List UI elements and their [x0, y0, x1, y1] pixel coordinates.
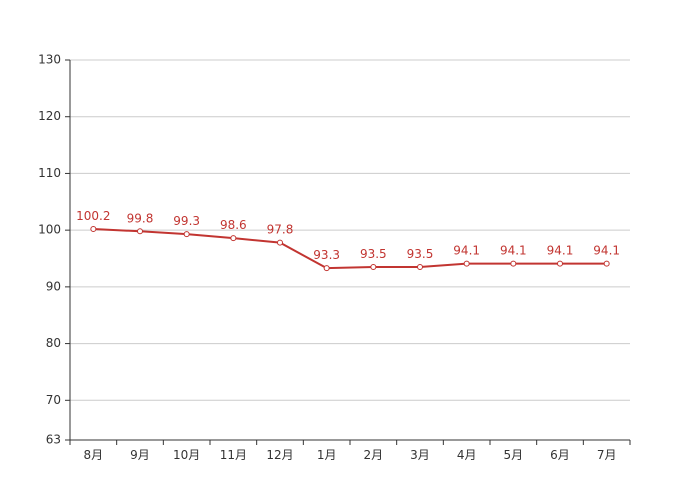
data-point — [137, 228, 143, 235]
y-tick-label: 100 — [38, 223, 61, 237]
data-label: 94.1 — [593, 244, 620, 258]
axes: 63 70 80 90 100 110 120 130 8月 9月 10月 11月 12月 1月 2月 3月 4… — [38, 53, 631, 462]
data-label: 93.5 — [360, 247, 387, 261]
data-point — [557, 260, 563, 267]
data-label: 99.3 — [173, 214, 200, 228]
data-label: 94.1 — [547, 244, 574, 258]
data-labels: 100.2 99.8 99.3 98.6 97.8 93.3 93.5 93.5 94.1 94.… — [76, 209, 620, 262]
x-tick-label: 5月 — [504, 448, 524, 462]
x-tick-label: 7月 — [597, 448, 617, 462]
x-tick-label: 3月 — [410, 448, 430, 462]
data-point — [183, 231, 190, 238]
series-layer — [90, 226, 610, 272]
data-point — [510, 260, 517, 267]
data-point — [417, 264, 423, 271]
data-label: 93.3 — [313, 248, 340, 262]
x-tick-label: 1月 — [317, 448, 337, 462]
data-point — [370, 264, 377, 271]
y-tick-label: 70 — [46, 393, 61, 407]
y-tick-label: 110 — [38, 166, 61, 180]
y-tick-label: 130 — [38, 53, 61, 67]
data-point — [463, 260, 470, 267]
y-tick-label: 63 — [46, 433, 61, 447]
data-point — [323, 265, 330, 272]
data-point — [230, 235, 237, 242]
series-line — [93, 228, 607, 270]
x-tick-label: 8月 — [84, 448, 104, 462]
data-label: 97.8 — [267, 223, 294, 237]
x-tick-label: 2月 — [364, 448, 384, 462]
data-label: 100.2 — [76, 209, 110, 223]
x-tick-label: 12月 — [266, 448, 293, 462]
y-tick-label: 80 — [46, 336, 61, 350]
data-label: 94.1 — [500, 244, 527, 258]
grid-lines — [70, 59, 630, 401]
x-tick-label: 9月 — [130, 448, 150, 462]
data-label: 94.1 — [453, 244, 480, 258]
data-label: 99.8 — [127, 211, 154, 225]
data-point — [603, 260, 610, 267]
x-tick-label: 11月 — [220, 448, 247, 462]
x-tick-label: 4月 — [457, 448, 477, 462]
data-point — [277, 239, 283, 246]
x-tick-label: 10月 — [173, 448, 200, 462]
y-tick-label: 120 — [38, 109, 61, 123]
data-label: 98.6 — [220, 218, 247, 232]
data-point — [90, 226, 97, 233]
data-label: 93.5 — [407, 247, 434, 261]
x-tick-label: 6月 — [550, 448, 570, 462]
y-tick-label: 90 — [46, 279, 61, 293]
